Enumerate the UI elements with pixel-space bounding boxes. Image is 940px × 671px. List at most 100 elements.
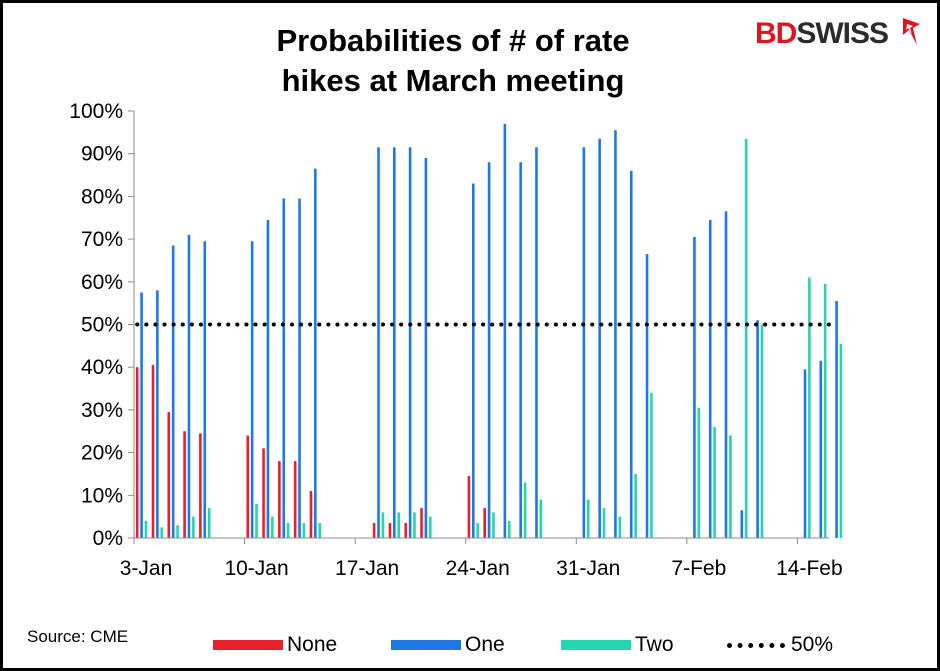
bar-one-4-Jan [156,290,159,538]
bar-two-28-Jan [539,499,543,538]
bar-one-28-Jan [535,147,538,539]
bar-none-5-Jan [167,412,171,538]
y-tick-label: 100% [69,100,123,123]
legend-swatch-50 [727,642,785,648]
x-tick-label: 7-Feb [671,557,726,580]
bar-one-24-Jan [471,183,475,538]
legend-swatch-none [213,640,283,650]
y-tick-label: 30% [81,399,123,422]
bar-two-11-Feb [760,324,764,538]
bar-two-16-Feb [839,343,843,538]
bar-one-16-Feb [835,301,838,538]
bar-two-4-Feb [650,392,653,538]
bar-two-12-Jan [286,523,290,538]
bar-two-1-Feb [602,508,606,538]
bar-one-12-Jan [282,198,286,538]
y-axis: 0% 10% 20% 30% 40% 50% 60% 70% 80% 90% 100% [69,100,135,550]
bar-series-group [135,123,843,539]
bar-none-4-Jan [151,365,155,538]
bar-none-7-Jan [199,433,202,538]
bar-one-11-Feb [756,320,759,538]
bar-two-2-Feb [618,516,622,538]
legend-item-none: None [213,631,337,659]
bar-two-10-Jan [255,503,258,538]
legend-label-none: None [287,633,338,656]
brand-arrow-icon [903,18,920,45]
bar-two-6-Jan [192,516,195,538]
bar-none-3-Jan [135,367,139,538]
bar-two-9-Feb [729,435,732,538]
bar-none-10-Jan [246,435,250,538]
x-tick-label: 31-Jan [556,557,620,580]
x-tick-label: 3-Jan [120,557,173,580]
chart-title-line-1: Probabilities of # of rate [276,23,630,58]
bar-one-20-Jan [408,147,412,539]
bar-one-5-Jan [171,245,175,538]
bar-one-19-Jan [393,147,396,539]
bar-one-7-Jan [203,241,207,539]
bar-two-31-Jan [586,499,590,538]
bar-none-25-Jan [483,508,486,538]
legend-label-one: One [465,633,505,656]
bar-two-5-Jan [176,525,179,538]
bar-two-4-Jan [160,527,164,538]
x-tick-label: 10-Jan [224,557,288,580]
bar-two-21-Jan [428,516,432,538]
bar-two-15-Feb [823,283,827,538]
bar-two-11-Jan [271,516,274,538]
y-tick-label: 60% [81,271,123,294]
bar-two-14-Feb [808,277,811,538]
legend-swatch-one [391,640,461,650]
bar-one-7-Feb [693,236,696,538]
bar-one-10-Jan [250,241,254,539]
y-tick-label: 50% [81,314,123,337]
y-tick-label: 90% [81,143,123,166]
brand-logo-part1: BD [755,17,797,50]
y-tick-label: 0% [93,527,123,550]
bar-two-18-Jan [381,512,385,538]
y-tick-label: 20% [81,442,123,465]
bar-two-13-Jan [302,523,306,538]
source-note: Source: CME [27,627,129,646]
bar-one-8-Feb [708,219,712,538]
bar-two-10-Feb [744,138,748,538]
bar-two-8-Feb [713,426,716,538]
brand-logo: BDSWISS [755,17,889,51]
x-axis: 3-Jan 10-Jan 17-Jan 24-Jan 31-Jan 7-Feb 14-Feb [120,537,843,580]
bar-two-3-Feb [634,473,637,538]
y-tick-label: 10% [81,484,123,507]
bar-none-12-Jan [278,461,281,538]
bar-one-13-Jan [298,198,301,538]
brand-logo-part2: SWISS [796,17,889,50]
legend-label-50: 50% [791,633,834,656]
bar-none-14-Jan [309,491,313,538]
bar-one-14-Feb [803,369,807,538]
legend-swatch-two [561,640,631,650]
bar-one-18-Jan [377,147,380,539]
x-tick-label: 17-Jan [335,557,399,580]
bar-one-2-Feb [614,130,617,538]
chart-title-line-2: hikes at March meeting [281,63,625,98]
bar-one-14-Jan [314,168,317,538]
bar-one-4-Feb [645,254,649,539]
bar-one-9-Feb [724,211,728,538]
bar-one-15-Feb [819,360,823,538]
bar-one-31-Jan [582,147,586,539]
bar-two-20-Jan [413,512,416,538]
bar-one-11-Jan [266,219,270,538]
bar-none-6-Jan [183,431,186,538]
bar-two-27-Jan [523,482,527,538]
bar-none-11-Jan [262,448,265,538]
bar-two-25-Jan [492,512,495,538]
legend-item-two: Two [561,631,674,659]
bar-one-26-Jan [503,123,507,538]
bar-one-3-Jan [140,292,143,538]
bar-one-3-Feb [629,170,633,538]
bar-one-10-Feb [740,510,744,538]
bar-one-21-Jan [424,157,428,538]
bar-none-18-Jan [372,523,376,538]
legend-label-two: Two [635,633,674,656]
bar-two-19-Jan [397,512,400,538]
bar-two-14-Jan [318,523,322,538]
